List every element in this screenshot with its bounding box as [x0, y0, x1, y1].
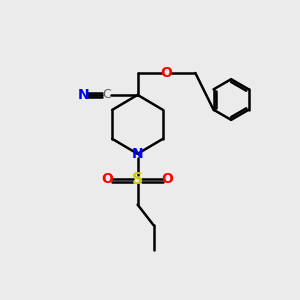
Text: N: N: [132, 147, 143, 161]
Text: C: C: [102, 88, 111, 101]
Text: N: N: [77, 88, 89, 102]
Text: O: O: [162, 172, 173, 186]
Text: O: O: [160, 66, 172, 80]
Text: S: S: [132, 172, 143, 187]
Text: O: O: [102, 172, 113, 186]
